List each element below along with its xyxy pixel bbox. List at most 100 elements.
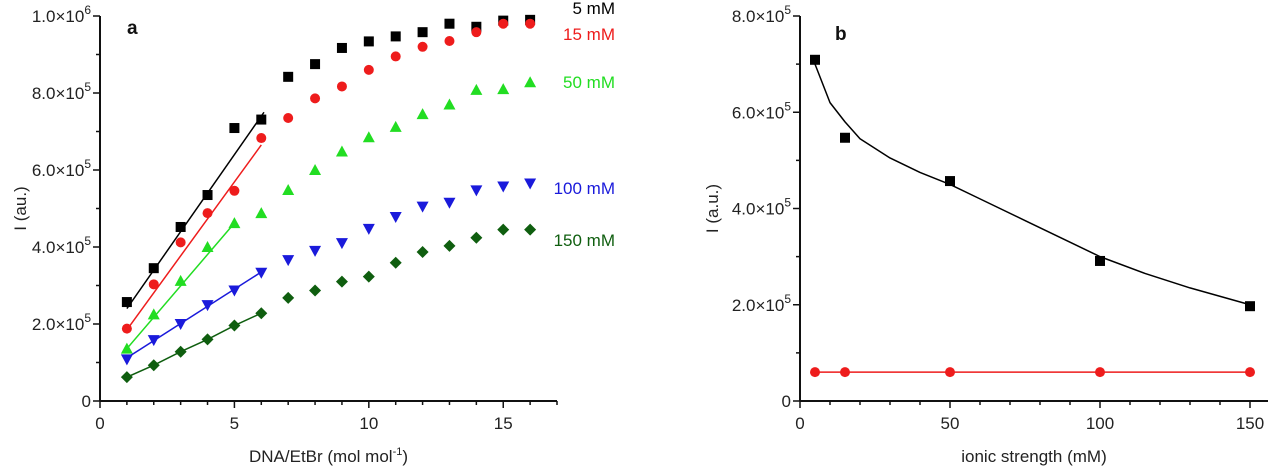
panel-b: 0 50 100 150 0 2.0×105 4.0×105 6.0×105 8.0×105 io… bbox=[703, 3, 1268, 466]
data-point bbox=[147, 359, 160, 372]
series-5-mm bbox=[121, 14, 536, 310]
data-point bbox=[810, 367, 820, 378]
x-tick-label: 0 bbox=[795, 414, 804, 433]
fit-line bbox=[126, 144, 262, 331]
y-tick-label: 4.0×105 bbox=[32, 234, 91, 257]
data-point bbox=[1095, 255, 1105, 266]
data-point bbox=[525, 18, 536, 29]
x-tick-label: 150 bbox=[1236, 414, 1264, 433]
data-point bbox=[1245, 367, 1255, 378]
data-point bbox=[416, 201, 429, 213]
x-tick-label: 10 bbox=[359, 414, 378, 433]
data-point bbox=[498, 18, 509, 29]
data-point bbox=[201, 333, 214, 346]
data-point bbox=[175, 221, 186, 232]
data-point bbox=[524, 223, 537, 236]
data-point bbox=[310, 59, 321, 70]
x-axis-title: ionic strength (mM) bbox=[961, 447, 1106, 466]
y-axis-title: I (au.) bbox=[11, 186, 30, 230]
data-point bbox=[471, 21, 482, 32]
data-point bbox=[363, 36, 374, 47]
data-point bbox=[255, 267, 268, 279]
x-axis-title: DNA/EtBr (mol mol-1) bbox=[249, 446, 408, 466]
data-point bbox=[310, 93, 321, 104]
data-point bbox=[1095, 367, 1105, 378]
y-tick-label: 2.0×105 bbox=[732, 292, 791, 315]
series-dna-bound bbox=[810, 54, 1255, 312]
data-point bbox=[309, 284, 322, 297]
data-point bbox=[363, 64, 374, 75]
data-point bbox=[147, 308, 160, 320]
data-point bbox=[443, 98, 456, 110]
data-point bbox=[840, 367, 850, 378]
data-point bbox=[335, 145, 348, 157]
data-point bbox=[497, 223, 510, 236]
data-point bbox=[121, 323, 132, 334]
series-label: 100 mM bbox=[554, 179, 615, 198]
data-point bbox=[309, 245, 322, 257]
y-tick-label: 0 bbox=[782, 392, 791, 411]
data-point bbox=[282, 184, 295, 196]
data-point bbox=[309, 164, 322, 175]
y-tick-label: 8.0×105 bbox=[32, 80, 91, 103]
data-point bbox=[417, 41, 428, 52]
data-point bbox=[1245, 301, 1255, 312]
data-point bbox=[228, 319, 241, 332]
x-tick-label: 50 bbox=[941, 414, 960, 433]
fit-line bbox=[126, 111, 265, 310]
data-point bbox=[202, 190, 213, 201]
fit-line bbox=[126, 222, 235, 350]
data-point bbox=[120, 342, 133, 354]
data-point bbox=[471, 27, 482, 38]
y-tick-label: 6.0×105 bbox=[32, 157, 91, 180]
series-label: 15 mM bbox=[563, 25, 615, 44]
series-label: 150 mM bbox=[554, 231, 615, 250]
x-tick-label: 5 bbox=[230, 414, 239, 433]
data-point bbox=[335, 275, 348, 288]
data-point bbox=[497, 83, 510, 95]
data-point bbox=[228, 217, 241, 229]
data-point bbox=[201, 241, 214, 252]
y-axis-title: I (a.u.) bbox=[703, 184, 722, 233]
fit-line bbox=[126, 312, 262, 378]
data-point bbox=[470, 83, 483, 95]
data-point bbox=[228, 285, 241, 297]
x-tick-label: 100 bbox=[1086, 414, 1114, 433]
y-tick-label: 6.0×105 bbox=[732, 99, 791, 122]
data-point bbox=[229, 123, 240, 134]
data-point bbox=[389, 120, 402, 132]
data-point bbox=[256, 114, 267, 125]
data-point bbox=[840, 132, 850, 143]
data-point bbox=[810, 54, 820, 65]
data-point bbox=[443, 197, 456, 209]
data-point bbox=[229, 185, 240, 196]
series-50-mm bbox=[120, 76, 537, 354]
data-point bbox=[416, 246, 429, 259]
series-label: 50 mM bbox=[563, 73, 615, 92]
y-tick-label: 8.0×105 bbox=[732, 3, 791, 26]
data-point bbox=[389, 256, 402, 269]
data-point bbox=[945, 367, 955, 378]
data-point bbox=[201, 300, 214, 312]
panel-label: a bbox=[127, 18, 138, 39]
data-point bbox=[524, 76, 537, 88]
data-point bbox=[175, 237, 186, 248]
data-point bbox=[120, 371, 133, 384]
series-15-mm bbox=[121, 18, 536, 334]
data-point bbox=[470, 185, 483, 197]
series-100-mm bbox=[120, 178, 537, 366]
data-point bbox=[945, 176, 955, 187]
data-point bbox=[416, 108, 429, 120]
x-tick-label: 15 bbox=[494, 414, 513, 433]
data-point bbox=[148, 279, 159, 290]
series-free-etbr bbox=[810, 367, 1255, 378]
fit-curve bbox=[814, 63, 1251, 306]
data-point bbox=[470, 231, 483, 244]
data-point bbox=[256, 133, 267, 144]
data-point bbox=[390, 51, 401, 62]
panel-label: b bbox=[835, 24, 847, 45]
data-point bbox=[120, 354, 133, 366]
data-point bbox=[147, 335, 160, 347]
data-point bbox=[336, 81, 347, 92]
